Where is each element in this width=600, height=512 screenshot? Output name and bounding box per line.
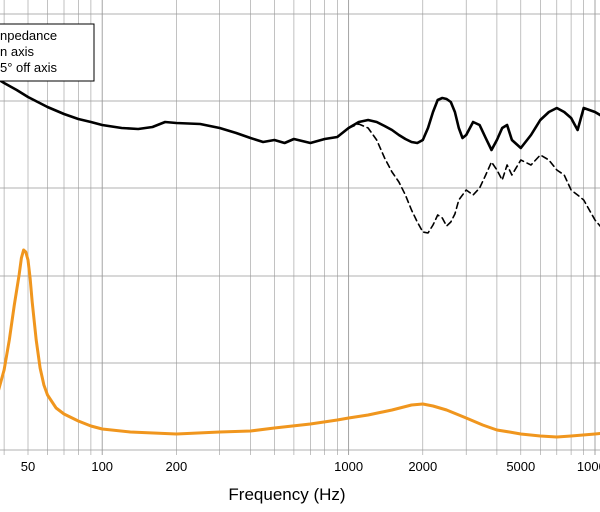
x-tick-label: 5000 — [506, 459, 535, 474]
x-tick-label: 50 — [21, 459, 35, 474]
series-impedance — [0, 248, 600, 439]
x-tick-label: 100 — [91, 459, 113, 474]
legend-entry-impedance: npedance — [0, 28, 57, 43]
x-tick-label: 10000 — [577, 459, 600, 474]
x-tick-labels: 50 100 200 1000 2000 5000 10000 — [21, 459, 600, 474]
series-on-axis — [0, 78, 600, 152]
series-45-off-axis — [347, 123, 600, 234]
x-tick-label: 200 — [166, 459, 188, 474]
legend-entry-on-axis: n axis — [0, 44, 34, 59]
series-layer — [0, 78, 600, 439]
legend-entry-off-axis: 5° off axis — [0, 60, 57, 75]
legend: npedance n axis 5° off axis — [0, 23, 95, 82]
legend-box — [0, 23, 95, 82]
x-axis-label: Frequency (Hz) — [228, 485, 345, 504]
x-tick-label: 2000 — [408, 459, 437, 474]
x-tick-label: 1000 — [334, 459, 363, 474]
